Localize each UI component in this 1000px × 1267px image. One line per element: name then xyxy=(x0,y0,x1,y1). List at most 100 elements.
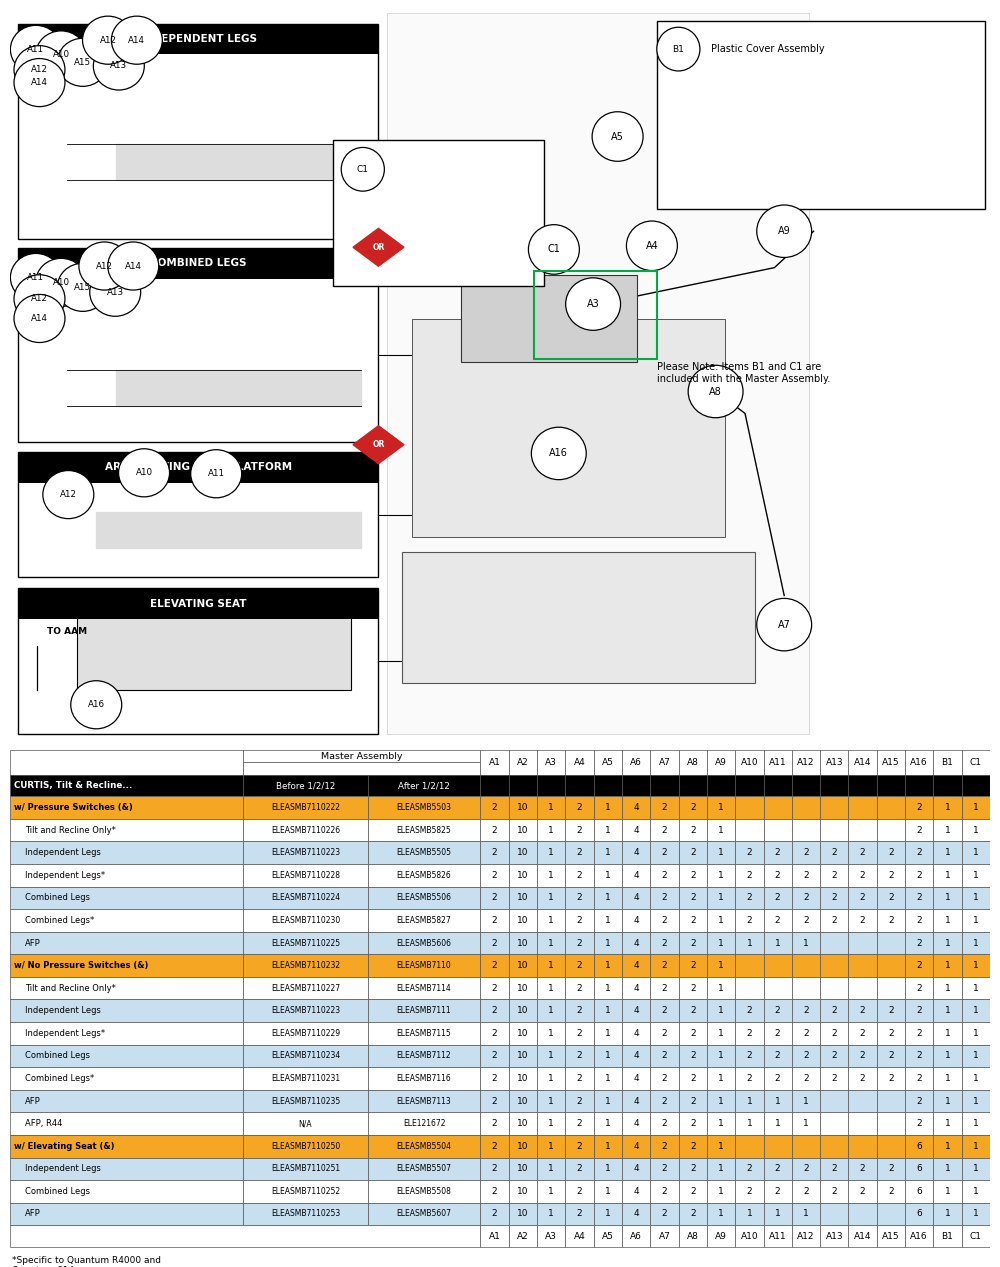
Bar xyxy=(707,1000,735,1022)
Bar xyxy=(679,1180,707,1202)
Text: 2: 2 xyxy=(492,1052,497,1060)
Text: 2: 2 xyxy=(690,1119,696,1128)
Text: 2: 2 xyxy=(916,826,922,835)
Text: 4: 4 xyxy=(633,939,639,948)
Bar xyxy=(650,1158,679,1180)
Text: Master Assembly: Master Assembly xyxy=(321,751,403,760)
Bar xyxy=(905,1158,933,1180)
Bar xyxy=(764,841,792,864)
Bar xyxy=(962,1044,990,1067)
Text: 1: 1 xyxy=(548,1164,554,1173)
Text: 1: 1 xyxy=(973,1052,979,1060)
Text: 2: 2 xyxy=(662,1187,667,1196)
Bar xyxy=(905,1135,933,1158)
Text: ELEASMB5826: ELEASMB5826 xyxy=(397,870,451,879)
Text: 2: 2 xyxy=(690,826,696,835)
Text: 2: 2 xyxy=(803,1074,809,1083)
Text: 2: 2 xyxy=(690,870,696,879)
Text: B1: B1 xyxy=(672,44,684,53)
Bar xyxy=(622,931,650,954)
Bar xyxy=(622,1090,650,1112)
Bar xyxy=(792,1044,820,1067)
Text: 6: 6 xyxy=(916,1164,922,1173)
Bar xyxy=(509,750,537,774)
Text: 2: 2 xyxy=(888,893,894,902)
Text: 1: 1 xyxy=(973,803,979,812)
Text: 2: 2 xyxy=(662,916,667,925)
Bar xyxy=(565,864,594,887)
Bar xyxy=(509,887,537,910)
Text: Combined Legs: Combined Legs xyxy=(25,1052,90,1060)
Bar xyxy=(368,931,480,954)
Bar xyxy=(509,1112,537,1135)
Text: 2: 2 xyxy=(492,916,497,925)
Text: 1: 1 xyxy=(973,893,979,902)
Text: 2: 2 xyxy=(888,1074,894,1083)
Text: 1: 1 xyxy=(605,939,611,948)
Text: A6: A6 xyxy=(630,1232,642,1240)
Text: 2: 2 xyxy=(916,983,922,992)
Text: 10: 10 xyxy=(517,962,529,971)
Bar xyxy=(735,841,764,864)
Bar xyxy=(243,763,480,774)
Text: 2: 2 xyxy=(831,1187,837,1196)
Bar xyxy=(792,977,820,1000)
Bar xyxy=(565,1044,594,1067)
Text: 1: 1 xyxy=(775,1210,781,1219)
Bar xyxy=(509,1202,537,1225)
Bar xyxy=(368,1067,480,1090)
Text: 2: 2 xyxy=(492,1119,497,1128)
Ellipse shape xyxy=(10,253,61,302)
Text: A12: A12 xyxy=(60,490,77,499)
Text: 4: 4 xyxy=(633,1142,639,1150)
Text: 2: 2 xyxy=(803,870,809,879)
Bar xyxy=(565,931,594,954)
Bar xyxy=(10,774,243,796)
Text: A8: A8 xyxy=(709,386,722,397)
Bar xyxy=(877,910,905,931)
Text: 4: 4 xyxy=(633,1006,639,1015)
Text: A14: A14 xyxy=(854,1232,871,1240)
Text: ELEASMB7110253: ELEASMB7110253 xyxy=(271,1210,340,1219)
Bar xyxy=(537,796,565,818)
Bar xyxy=(594,1135,622,1158)
Bar xyxy=(650,1112,679,1135)
Bar xyxy=(877,750,905,774)
Bar xyxy=(537,841,565,864)
Bar xyxy=(877,954,905,977)
Text: 4: 4 xyxy=(633,1164,639,1173)
Text: 2: 2 xyxy=(803,1052,809,1060)
Bar xyxy=(679,1044,707,1067)
Bar xyxy=(933,931,962,954)
Bar xyxy=(10,796,243,818)
Text: ELEASMB7115: ELEASMB7115 xyxy=(397,1029,451,1038)
Bar xyxy=(735,954,764,977)
Bar xyxy=(534,271,657,359)
Text: 10: 10 xyxy=(517,916,529,925)
Text: AFP: AFP xyxy=(25,1210,40,1219)
Text: 2: 2 xyxy=(577,939,582,948)
Bar xyxy=(650,1000,679,1022)
Bar xyxy=(657,22,985,209)
Text: 2: 2 xyxy=(690,893,696,902)
Bar xyxy=(820,1044,848,1067)
Bar xyxy=(537,750,565,774)
Text: A13: A13 xyxy=(825,758,843,767)
Text: A16: A16 xyxy=(88,701,105,710)
Text: 1: 1 xyxy=(945,1096,950,1106)
Bar xyxy=(594,796,622,818)
Text: 1: 1 xyxy=(605,962,611,971)
Text: 6: 6 xyxy=(916,1142,922,1150)
Text: A10: A10 xyxy=(53,277,70,286)
Bar xyxy=(848,1067,877,1090)
Text: C1: C1 xyxy=(547,245,560,255)
Bar xyxy=(933,1225,962,1247)
Bar xyxy=(679,818,707,841)
Bar xyxy=(10,1022,243,1044)
Bar xyxy=(877,841,905,864)
Bar xyxy=(10,750,243,774)
Bar xyxy=(792,910,820,931)
Bar xyxy=(368,1090,480,1112)
Text: 2: 2 xyxy=(690,939,696,948)
Bar xyxy=(622,1225,650,1247)
